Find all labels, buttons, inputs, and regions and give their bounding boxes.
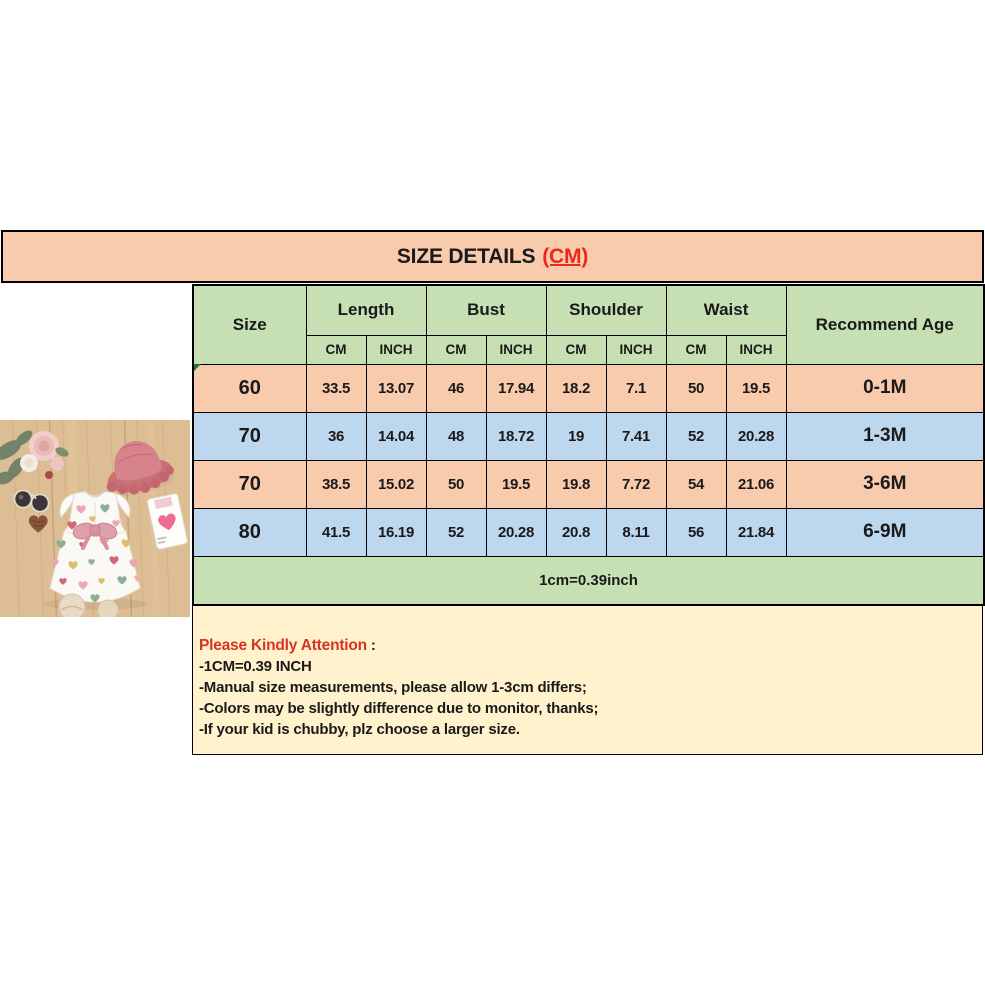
note-line: -Manual size measurements, please allow … xyxy=(199,679,587,696)
banner-unit-cm: (CM) xyxy=(542,244,589,268)
col-header-waist: Waist xyxy=(665,284,787,336)
subheader-cm: CM xyxy=(305,334,367,365)
conversion-row: 1cm=0.39inch xyxy=(192,555,985,606)
subheader-cm: CM xyxy=(425,334,487,365)
waist-inch-cell: 20.28 xyxy=(725,411,787,461)
banner-title: SIZE DETAILS xyxy=(396,244,536,268)
length-cm-cell: 38.5 xyxy=(305,459,367,509)
shoulder-cm-cell: 20.8 xyxy=(545,507,607,557)
bust-inch-cell: 18.72 xyxy=(485,411,547,461)
table-row-size-80: 80 41.5 16.19 52 20.28 20.8 8.11 56 21.8… xyxy=(192,507,985,557)
size-cell: 70 xyxy=(192,459,307,509)
length-inch-cell: 15.02 xyxy=(365,459,427,509)
length-inch-cell: 13.07 xyxy=(365,363,427,413)
size-cell: 60 xyxy=(192,363,307,413)
shoulder-cm-cell: 19 xyxy=(545,411,607,461)
shoulder-inch-cell: 7.1 xyxy=(605,363,667,413)
waist-cm-cell: 56 xyxy=(665,507,727,557)
heart-card xyxy=(146,493,188,550)
col-header-bust: Bust xyxy=(425,284,547,336)
shoulder-cm-cell: 18.2 xyxy=(545,363,607,413)
length-inch-cell: 14.04 xyxy=(365,411,427,461)
notes-heading-colon: : xyxy=(366,637,376,654)
age-cell: 1-3M xyxy=(785,411,985,461)
subheader-cm: CM xyxy=(665,334,727,365)
bust-cm-cell: 50 xyxy=(425,459,487,509)
baby-shoes xyxy=(58,593,119,621)
shoulder-cm-cell: 19.8 xyxy=(545,459,607,509)
rattan-heart xyxy=(28,515,48,533)
dress-bow xyxy=(72,522,118,550)
size-cell: 70 xyxy=(192,411,307,461)
length-cm-cell: 36 xyxy=(305,411,367,461)
subheader-inch: INCH xyxy=(485,334,547,365)
note-line: -1CM=0.39 INCH xyxy=(199,658,312,675)
product-photo xyxy=(0,411,190,628)
subheader-inch: INCH xyxy=(725,334,787,365)
size-table: Size Length Bust Shoulder Waist Recommen… xyxy=(192,284,985,606)
conversion-note: 1cm=0.39inch xyxy=(192,555,985,606)
length-cm-cell: 33.5 xyxy=(305,363,367,413)
notes-heading: Please Kindly Attention xyxy=(199,637,367,654)
subheader-inch: INCH xyxy=(605,334,667,365)
table-row-size-70b: 70 38.5 15.02 50 19.5 19.8 7.72 54 21.06… xyxy=(192,459,985,509)
age-cell: 0-1M xyxy=(785,363,985,413)
heart-dress xyxy=(43,491,147,610)
baby-hat xyxy=(106,441,174,495)
bust-inch-cell: 17.94 xyxy=(485,363,547,413)
age-cell: 6-9M xyxy=(785,507,985,557)
note-line: -Colors may be slightly difference due t… xyxy=(199,700,599,717)
col-header-length: Length xyxy=(305,284,427,336)
waist-inch-cell: 21.84 xyxy=(725,507,787,557)
waist-cm-cell: 52 xyxy=(665,411,727,461)
length-inch-cell: 16.19 xyxy=(365,507,427,557)
col-header-size: Size xyxy=(192,284,307,365)
size-details-banner: SIZE DETAILS (CM) xyxy=(1,230,984,283)
age-cell: 3-6M xyxy=(785,459,985,509)
col-header-age: Recommend Age xyxy=(785,284,985,365)
shoulder-inch-cell: 7.41 xyxy=(605,411,667,461)
subheader-cm: CM xyxy=(545,334,607,365)
shoulder-inch-cell: 7.72 xyxy=(605,459,667,509)
waist-cm-cell: 50 xyxy=(665,363,727,413)
bust-cm-cell: 46 xyxy=(425,363,487,413)
excel-error-triangle xyxy=(194,364,201,371)
table-row-size-70a: 70 36 14.04 48 18.72 19 7.41 52 20.28 1-… xyxy=(192,411,985,461)
col-header-shoulder: Shoulder xyxy=(545,284,667,336)
size-cell: 80 xyxy=(192,507,307,557)
note-line: -If your kid is chubby, plz choose a lar… xyxy=(199,721,520,738)
waist-inch-cell: 19.5 xyxy=(725,363,787,413)
waist-inch-cell: 21.06 xyxy=(725,459,787,509)
bust-cm-cell: 52 xyxy=(425,507,487,557)
length-cm-cell: 41.5 xyxy=(305,507,367,557)
shoulder-inch-cell: 8.11 xyxy=(605,507,667,557)
attention-notes: Please Kindly Attention : -1CM=0.39 INCH… xyxy=(192,605,983,755)
sunglasses xyxy=(7,489,50,513)
table-row-size-60: 60 33.5 13.07 46 17.94 18.2 7.1 50 19.5 … xyxy=(192,363,985,413)
bust-cm-cell: 48 xyxy=(425,411,487,461)
bust-inch-cell: 20.28 xyxy=(485,507,547,557)
flower-decor xyxy=(0,430,69,485)
subheader-inch: INCH xyxy=(365,334,427,365)
bust-inch-cell: 19.5 xyxy=(485,459,547,509)
waist-cm-cell: 54 xyxy=(665,459,727,509)
